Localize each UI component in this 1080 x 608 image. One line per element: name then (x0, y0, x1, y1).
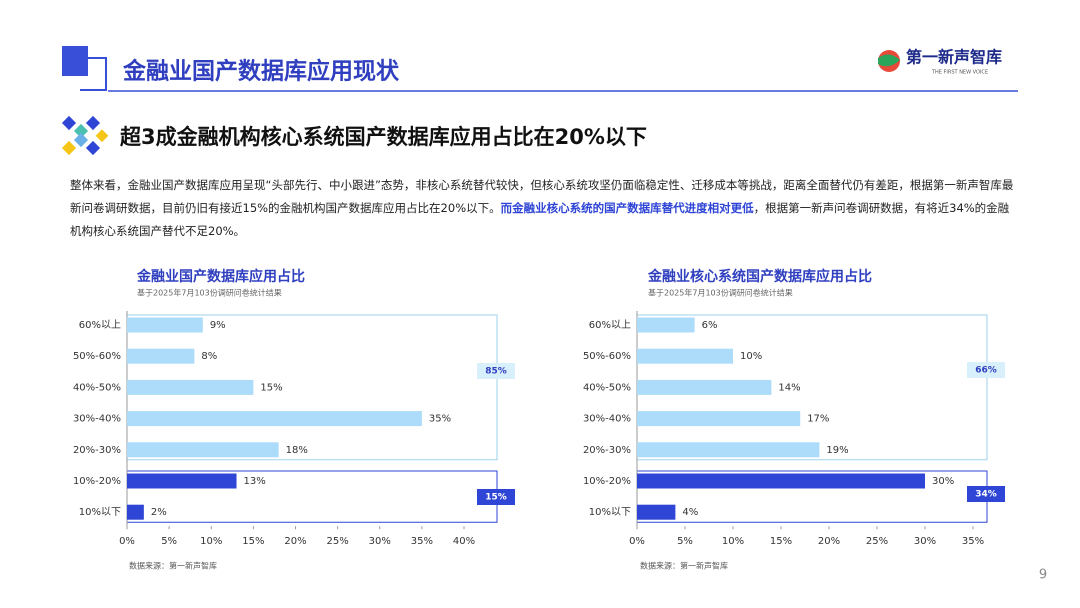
bar (637, 504, 676, 520)
header-title: 金融业国产数据库应用现状 (122, 58, 400, 85)
value-label: 17% (807, 414, 829, 425)
value-label: 18% (286, 445, 308, 456)
bar (127, 442, 279, 458)
x-tick-label: 0% (119, 536, 135, 547)
value-label: 9% (210, 320, 226, 331)
y-tick-label: 20%-30% (583, 445, 631, 456)
y-tick-label: 50%-60% (73, 351, 121, 362)
group-bracket (127, 314, 498, 461)
bar (127, 379, 254, 395)
bar (637, 473, 925, 489)
group-bracket (637, 314, 988, 461)
x-tick-label: 20% (818, 536, 840, 547)
header-icon (62, 46, 88, 76)
value-label: 30% (932, 476, 954, 487)
y-tick-label: 40%-50% (583, 382, 631, 393)
chart-title: 金融业国产数据库应用占比 (136, 268, 305, 285)
y-tick-label: 40%-50% (73, 382, 121, 393)
bar (127, 411, 422, 427)
value-label: 13% (244, 476, 266, 487)
x-tick-label: 5% (677, 536, 693, 547)
value-label: 10% (740, 351, 762, 362)
x-tick-label: 20% (284, 536, 306, 547)
bar (127, 504, 144, 520)
logo-mark (878, 54, 900, 67)
paragraph-text: 整体来看，金融业国产数据库应用呈现“头部先行、中小跟进”态势，非核心系统替代较快… (70, 178, 1014, 215)
bar (637, 411, 801, 427)
value-label: 35% (429, 414, 451, 425)
chart-subtitle: 基于2025年7月103份调研问卷统计结果 (648, 288, 793, 298)
x-tick-label: 25% (866, 536, 888, 547)
x-tick-label: 0% (629, 536, 645, 547)
y-tick-label: 60%以上 (589, 319, 631, 331)
y-tick-label: 30%-40% (73, 414, 121, 425)
y-tick-label: 10%-20% (583, 476, 631, 487)
y-tick-label: 60%以上 (79, 319, 121, 331)
group-label: 15% (485, 493, 507, 503)
x-tick-label: 5% (161, 536, 177, 547)
value-label: 19% (826, 445, 848, 456)
logo-subtext: THE FIRST NEW VOICE (931, 70, 988, 76)
paragraph-highlight: 而金融业核心系统的国产数据库替代进度相对更低 (500, 201, 754, 215)
y-tick-label: 10%-20% (73, 476, 121, 487)
value-label: 15% (260, 382, 282, 393)
y-tick-label: 30%-40% (583, 414, 631, 425)
y-tick-label: 20%-30% (73, 445, 121, 456)
subtitle-icon (61, 115, 109, 156)
x-tick-label: 15% (770, 536, 792, 547)
subtitle: 超3成金融机构核心系统国产数据库应用占比在20%以下 (120, 125, 647, 149)
chart-title: 金融业核心系统国产数据库应用占比 (647, 268, 872, 285)
bar (637, 442, 820, 458)
y-tick-label: 10%以下 (589, 507, 631, 518)
logo-text: 第一新声智库 (906, 48, 1002, 67)
value-label: 4% (682, 507, 698, 518)
x-tick-label: 30% (369, 536, 391, 547)
value-label: 2% (151, 507, 167, 518)
chart-source: 数据来源：第一新声智库 (640, 561, 728, 571)
y-tick-label: 10%以下 (79, 507, 121, 518)
bar (637, 348, 733, 364)
group-label-box (477, 489, 515, 505)
bar (637, 317, 695, 333)
paragraph-text: ，根据第一新声问卷调研数据，有将近34%的金融机构核心系统国产替代不足20%。 (70, 201, 1010, 238)
group-label-box (477, 363, 515, 379)
x-tick-label: 40% (453, 536, 475, 547)
y-tick-label: 50%-60% (583, 351, 631, 362)
value-label: 8% (201, 351, 217, 362)
chart-subtitle: 基于2025年7月103份调研问卷统计结果 (137, 288, 282, 298)
page-number: 9 (1039, 568, 1047, 583)
x-tick-label: 10% (722, 536, 744, 547)
x-tick-label: 35% (411, 536, 433, 547)
x-tick-label: 15% (242, 536, 264, 547)
group-label: 66% (975, 366, 997, 376)
x-tick-label: 35% (962, 536, 984, 547)
header-icon-frame (80, 57, 107, 91)
group-label: 85% (485, 367, 507, 377)
x-tick-label: 10% (200, 536, 222, 547)
value-label: 6% (702, 320, 718, 331)
paragraph: 整体来看，金融业国产数据库应用呈现“头部先行、中小跟进”态势，非核心系统替代较快… (70, 174, 1020, 243)
group-label: 34% (975, 490, 997, 500)
bar (127, 473, 237, 489)
bar (637, 379, 772, 395)
group-label-box (967, 362, 1005, 378)
value-label: 14% (778, 382, 800, 393)
group-label-box (967, 486, 1005, 502)
x-tick-label: 30% (914, 536, 936, 547)
bar (127, 317, 203, 333)
x-tick-label: 25% (327, 536, 349, 547)
bar (127, 348, 195, 364)
chart-source: 数据来源：第一新声智库 (129, 561, 217, 571)
